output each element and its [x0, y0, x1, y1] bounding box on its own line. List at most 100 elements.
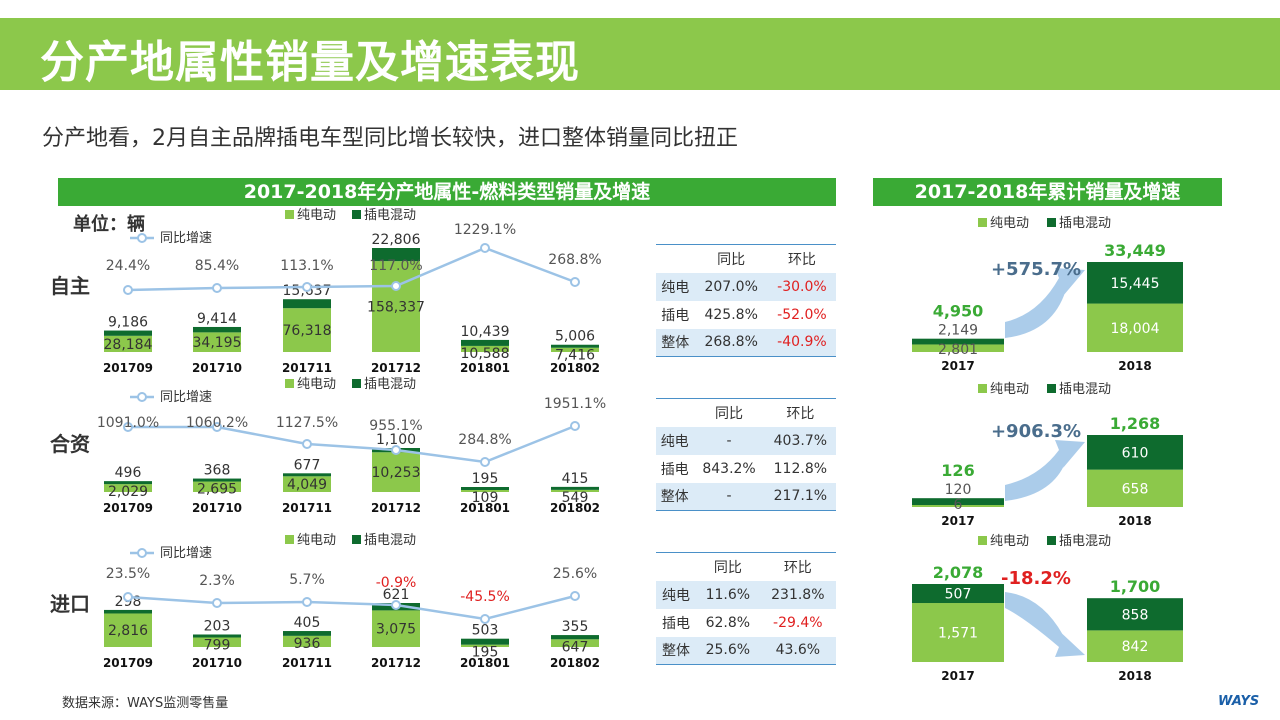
- growth-table-joint-venture: 同比 环比 纯电 -403.7% 插电 843.2% 112.8% 整体 -217.1%: [656, 398, 836, 511]
- cum-label-phev: 507: [945, 587, 972, 603]
- cum-bar-bev: [1087, 630, 1183, 662]
- bar-label-phev: 503: [472, 623, 499, 639]
- bar-label-phev: 677: [294, 457, 321, 473]
- cum-bar-phev: [1087, 598, 1183, 631]
- growth-label: 955.1%: [369, 418, 422, 434]
- bar-phev: [551, 344, 599, 348]
- bar-bev: [461, 644, 509, 647]
- growth-point: [302, 597, 312, 607]
- row-name-domestic: 自主: [50, 274, 90, 298]
- cum-label-bev: 6: [954, 497, 963, 513]
- legend-swatch-phev: [352, 210, 361, 219]
- growth-point: [123, 422, 133, 432]
- x-tick-label: 201709: [103, 656, 153, 670]
- cum-growth-label: +906.3%: [991, 421, 1081, 442]
- legend-swatch-bev: [285, 535, 294, 544]
- bar-phev: [461, 487, 509, 490]
- bar-bev: [104, 613, 152, 647]
- cum-bar-phev: [1087, 435, 1183, 470]
- growth-label: 1127.5%: [276, 415, 338, 431]
- bar-phev: [104, 481, 152, 485]
- bar-label-bev: 3,075: [376, 622, 416, 638]
- bar-bev: [372, 610, 420, 647]
- bar-label-bev: 10,588: [461, 346, 510, 362]
- left-panel-title: 2017-2018年分产地属性-燃料类型销量及增速: [58, 178, 836, 206]
- bar-label-phev: 10,439: [461, 324, 510, 340]
- legend-marker-growth: [137, 392, 147, 402]
- growth-label: 1229.1%: [454, 222, 516, 238]
- x-tick-label: 2017: [941, 514, 974, 528]
- growth-point: [391, 445, 401, 455]
- cum-label-bev: 18,004: [1111, 321, 1160, 337]
- cum-total-label: 2,078: [933, 563, 984, 582]
- cum-label-bev: 658: [1122, 481, 1149, 497]
- cum-growth-label: -18.2%: [1001, 568, 1071, 589]
- cum-label-phev: 120: [945, 482, 972, 498]
- cum-label-bev: 2,801: [938, 342, 978, 358]
- growth-line: [127, 246, 576, 292]
- growth-point: [391, 281, 401, 291]
- growth-point: [212, 422, 222, 432]
- cum-bar-bev: [1087, 303, 1183, 352]
- legend-swatch-bev: [978, 218, 987, 227]
- legend-label-phev: 插电混动: [364, 533, 416, 548]
- x-tick-label: 201801: [460, 361, 510, 375]
- legend-label-growth: 同比增速: [160, 390, 212, 405]
- legend-label-bev: 纯电动: [990, 382, 1029, 397]
- bar-label-phev: 5,006: [555, 329, 595, 345]
- cum-bar-bev: [912, 344, 1004, 352]
- bar-label-phev: 195: [472, 471, 499, 487]
- growth-label: 2.3%: [199, 573, 235, 589]
- bar-label-phev: 496: [115, 465, 142, 481]
- x-tick-label: 2018: [1118, 514, 1151, 528]
- growth-label: 268.8%: [548, 252, 601, 268]
- growth-point: [212, 283, 222, 293]
- growth-label: 25.6%: [553, 566, 597, 582]
- bar-bev: [193, 637, 241, 647]
- x-tick-label: 201711: [282, 656, 332, 670]
- bar-label-bev: 109: [472, 490, 499, 506]
- x-tick-label: 201712: [371, 501, 421, 515]
- bar-label-bev: 2,816: [108, 623, 148, 639]
- bar-bev: [283, 308, 331, 352]
- growth-point: [123, 285, 133, 295]
- x-tick-label: 201710: [192, 656, 242, 670]
- bar-label-bev: 647: [562, 639, 589, 655]
- cum-total-label: 1,700: [1110, 577, 1161, 596]
- bar-label-phev: 22,806: [372, 232, 421, 248]
- x-tick-label: 201709: [103, 361, 153, 375]
- legend-label-bev: 纯电动: [297, 208, 336, 223]
- x-tick-label: 201802: [550, 501, 600, 515]
- legend-marker-growth: [137, 548, 147, 558]
- row-name-joint-venture: 合资: [50, 432, 90, 456]
- bar-label-bev: 10,253: [372, 465, 421, 481]
- bar-phev: [193, 634, 241, 638]
- x-tick-label: 201801: [460, 501, 510, 515]
- growth-label: 1091.0%: [97, 415, 159, 431]
- legend-label-growth: 同比增速: [160, 546, 212, 561]
- legend-swatch-phev: [1047, 384, 1056, 393]
- growth-arrow-icon: [1005, 268, 1085, 338]
- x-tick-label: 201802: [550, 361, 600, 375]
- bar-bev: [193, 332, 241, 352]
- legend-label-phev: 插电混动: [364, 377, 416, 392]
- cum-bar-bev: [912, 505, 1004, 507]
- cum-label-bev: 842: [1122, 639, 1149, 655]
- page-title: 分产地属性销量及增速表现: [40, 37, 580, 88]
- bar-label-bev: 4,049: [287, 477, 327, 493]
- bar-label-phev: 621: [383, 587, 410, 603]
- cum-label-phev: 15,445: [1111, 276, 1160, 292]
- growth-label: 85.4%: [195, 258, 239, 274]
- cum-label-bev: 1,571: [938, 626, 978, 642]
- row-name-import: 进口: [50, 592, 90, 616]
- data-source: 数据来源：WAYS监测零售量: [62, 696, 229, 711]
- cum-total-label: 4,950: [933, 302, 984, 321]
- bar-label-phev: 1,100: [376, 432, 416, 448]
- growth-label: 1951.1%: [544, 396, 606, 412]
- cum-label-phev: 610: [1122, 445, 1149, 461]
- bar-bev: [283, 635, 331, 647]
- bar-label-phev: 9,414: [197, 311, 237, 327]
- bar-label-bev: 158,337: [367, 300, 425, 316]
- bar-phev: [461, 638, 509, 645]
